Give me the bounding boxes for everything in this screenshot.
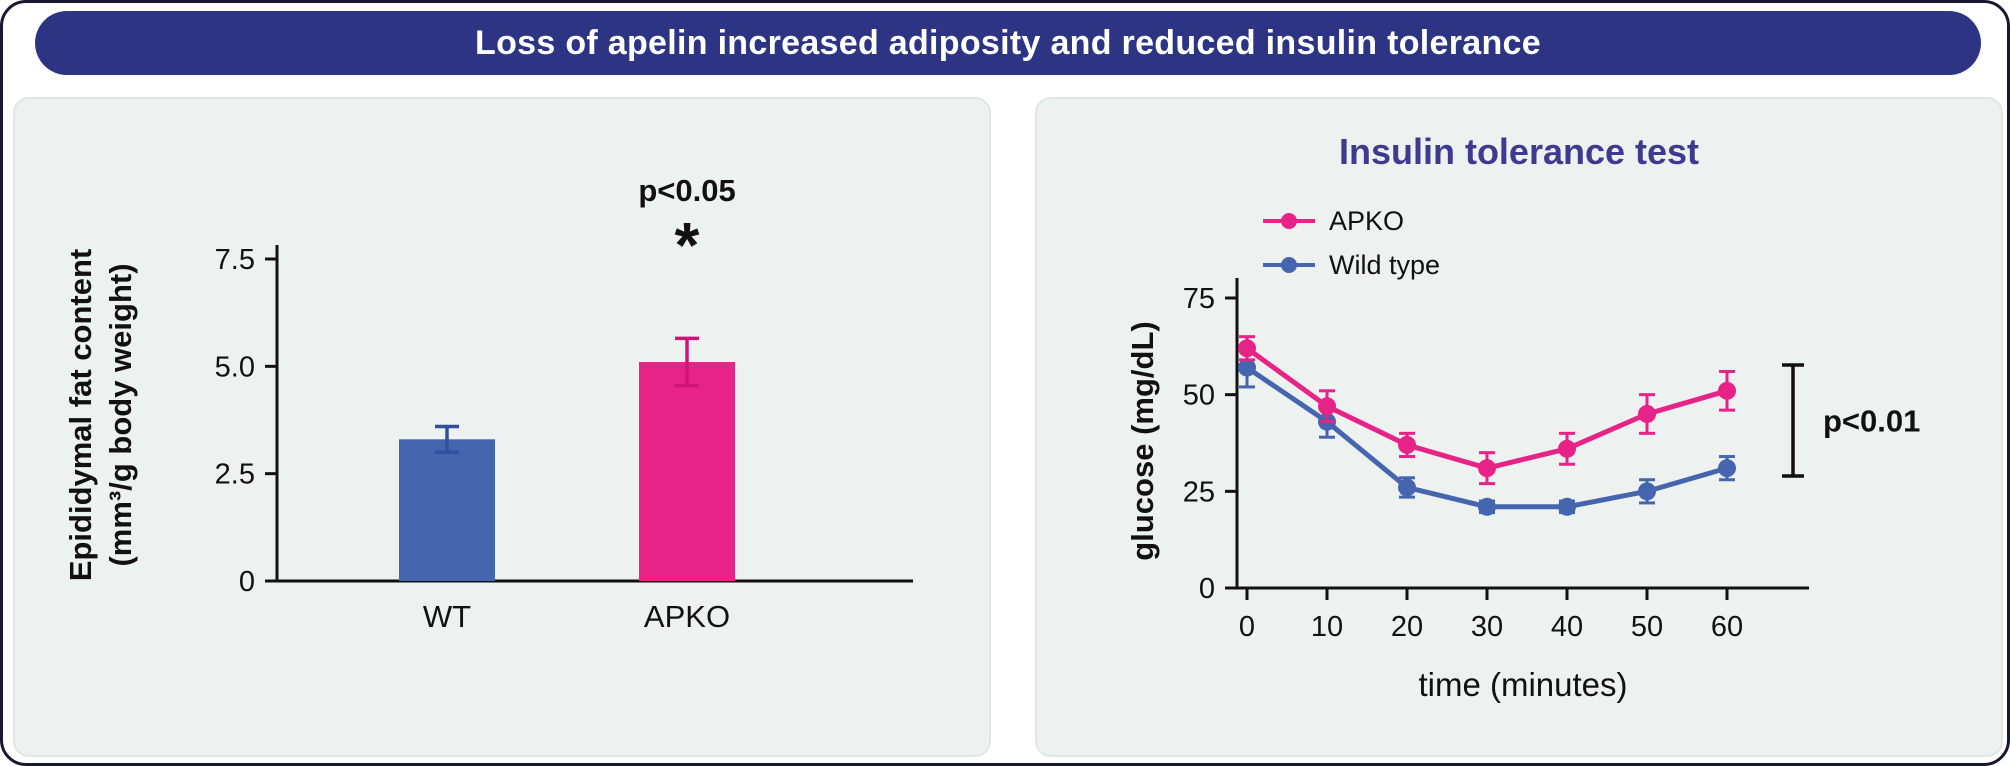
data-point-apko (1718, 381, 1736, 400)
bar-y-axis-label-line2: (mm³/g body weight) (103, 263, 138, 566)
fat-content-panel: 0 2.5 5.0 7.5 Epididymal fat content (mm³/g b… (13, 97, 991, 757)
x-tick-label: 40 (1551, 611, 1583, 643)
y-tick-label: 7.5 (215, 244, 255, 276)
legend-label-apko: APKO (1329, 206, 1404, 236)
legend-marker-apko (1281, 213, 1297, 229)
data-point-wild-type (1238, 358, 1256, 377)
x-tick-label: 60 (1711, 611, 1743, 643)
main-title: Loss of apelin increased adiposity and r… (475, 23, 1541, 62)
legend-marker-wild-type (1281, 257, 1297, 273)
data-point-apko (1398, 435, 1416, 454)
y-tick-label: 5.0 (215, 351, 255, 383)
data-point-apko (1478, 459, 1496, 478)
data-point-wild-type (1638, 482, 1656, 501)
line-chart-title: Insulin tolerance test (1338, 131, 1700, 172)
data-point-wild-type (1478, 497, 1496, 516)
line-y-axis-label: glucose (mg/dL) (1125, 321, 1160, 560)
data-point-apko (1638, 405, 1656, 423)
bar-y-axis-label-line1: Epididymal fat content (63, 249, 98, 581)
significance-asterisk: * (675, 209, 700, 281)
bar-pvalue-label: p<0.05 (638, 173, 735, 208)
data-point-wild-type (1558, 497, 1576, 516)
data-point-apko (1318, 397, 1336, 416)
line-chart: 0 25 50 75 0 10 20 30 40 50 60 glucose (mg/dL) time … (1125, 206, 1920, 703)
x-tick-label: 20 (1391, 611, 1423, 643)
data-point-wild-type (1398, 478, 1416, 497)
bar-chart: 0 2.5 5.0 7.5 Epididymal fat content (mm³/g b… (63, 173, 913, 634)
bar-apko (639, 362, 735, 581)
y-tick-label: 50 (1183, 380, 1215, 412)
bar-category-label: APKO (644, 599, 730, 634)
insulin-tolerance-panel: Insulin tolerance test 0 25 50 75 0 10 20 30 40 5… (1035, 97, 2003, 757)
y-tick-label: 25 (1183, 476, 1215, 508)
line-x-axis-label: time (minutes) (1418, 666, 1627, 703)
x-tick-label: 10 (1311, 611, 1343, 643)
y-tick-label: 75 (1183, 283, 1215, 315)
bar-y-axis-label: Epididymal fat content (mm³/g body weight… (63, 249, 138, 581)
data-point-apko (1238, 339, 1256, 358)
data-point-apko (1558, 439, 1576, 458)
x-tick-label: 30 (1471, 611, 1503, 643)
bar-wt (399, 439, 495, 581)
x-tick-label: 0 (1239, 611, 1255, 643)
data-point-wild-type (1718, 459, 1736, 478)
y-tick-label: 2.5 (215, 459, 255, 491)
line-pvalue-label: p<0.01 (1823, 404, 1920, 439)
bar-category-label: WT (423, 599, 471, 634)
x-tick-label: 50 (1631, 611, 1663, 643)
legend-label-wild-type: Wild type (1329, 250, 1440, 280)
y-tick-label: 0 (1199, 573, 1215, 605)
y-tick-label: 0 (239, 566, 255, 598)
header-banner: Loss of apelin increased adiposity and r… (35, 11, 1981, 75)
